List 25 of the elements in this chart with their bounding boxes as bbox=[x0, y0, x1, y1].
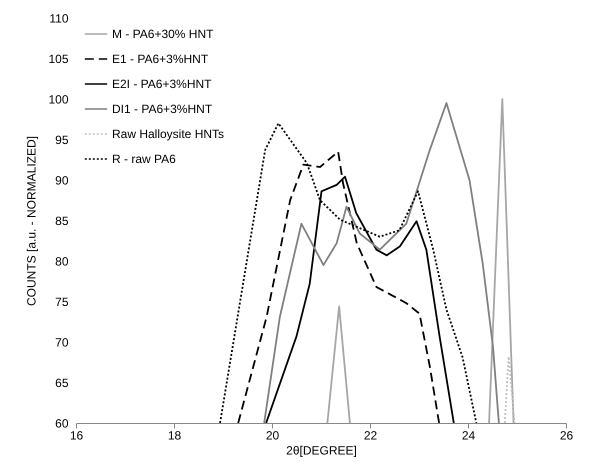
y-axis-title: COUNTS [a.u. - NORMALIZED] bbox=[24, 136, 38, 306]
y-tick-label: 105 bbox=[48, 52, 69, 66]
x-tick-label: 16 bbox=[70, 428, 84, 442]
y-tick-label: 80 bbox=[55, 254, 69, 268]
y-tick-label: 60 bbox=[55, 416, 69, 430]
y-tick-label: 70 bbox=[55, 336, 69, 350]
legend-label: R - raw PA6 bbox=[112, 152, 176, 166]
x-tick-label: 26 bbox=[560, 428, 574, 442]
y-tick-label: 85 bbox=[55, 214, 69, 228]
x-tick-label: 18 bbox=[168, 428, 182, 442]
legend-label: DI1 - PA6+3%HNT bbox=[112, 102, 213, 116]
x-tick-label: 22 bbox=[364, 428, 378, 442]
legend-label: E1 - PA6+3%HNT bbox=[112, 52, 209, 66]
legend-label: Raw Halloysite HNTs bbox=[112, 127, 224, 141]
x-tick-label: 24 bbox=[462, 428, 476, 442]
x-tick-label: 20 bbox=[266, 428, 280, 442]
x-axis-title: 2θ[DEGREE] bbox=[286, 444, 357, 458]
y-tick-label: 100 bbox=[48, 92, 69, 106]
y-tick-label: 95 bbox=[55, 133, 69, 147]
y-tick-label: 75 bbox=[55, 295, 69, 309]
legend-label: M - PA6+30% HNT bbox=[112, 27, 214, 41]
y-tick-label: 65 bbox=[55, 376, 69, 390]
legend-label: E2I - PA6+3%HNT bbox=[112, 77, 212, 91]
y-tick-label: 110 bbox=[49, 12, 69, 26]
y-tick-label: 90 bbox=[55, 174, 69, 188]
